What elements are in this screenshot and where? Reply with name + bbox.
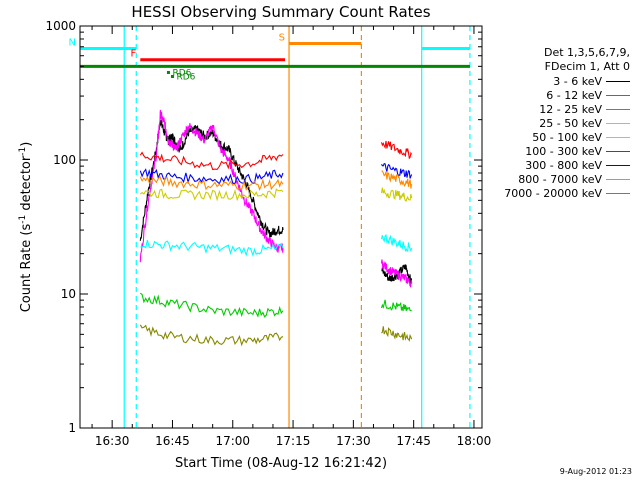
flag-bar-label: S: [279, 33, 285, 44]
timestamp-stamp: 9-Aug-2012 01:23: [559, 467, 632, 476]
legend-entry-label: 100 - 300 keV: [525, 145, 602, 159]
rd6-marker-label: RD6: [176, 72, 195, 82]
series-line-2: [380, 299, 412, 312]
series-line-3: [140, 239, 284, 258]
legend-entry: 300 - 800 keV: [476, 159, 636, 173]
legend-entries: 3 - 6 keV 6 - 12 keV 12 - 25 keV 25 - 50 ke…: [476, 74, 636, 201]
legend-entry: 6 - 12 keV: [476, 88, 636, 102]
y-axis-label-part: detector: [19, 155, 34, 215]
series-line-3: [380, 233, 413, 253]
y-axis-label: Count Rate (s-1 detector-1): [18, 142, 34, 313]
legend-entry-label: 300 - 800 keV: [525, 159, 602, 173]
x-tick-label: 16:45: [155, 434, 190, 448]
legend-entry: 7000 - 20000 keV: [476, 187, 636, 201]
x-tick-label: 16:30: [95, 434, 130, 448]
series-line-5: [139, 151, 284, 171]
legend-entry-swatch: [606, 193, 630, 195]
series-line-5: [380, 140, 413, 160]
axes-layer: 1 10 100 1000 16:30 16:45 17:00 17:15 17:30 17:45…: [45, 19, 491, 448]
legend-entry-label: 3 - 6 keV: [553, 74, 602, 88]
series-line-1: [380, 259, 413, 288]
series-line-8: [381, 326, 413, 342]
y-tick-label: 1: [68, 421, 76, 435]
x-tick-label: 18:00: [457, 434, 492, 448]
legend-entry: 100 - 300 keV: [476, 144, 636, 158]
series-line-8: [139, 324, 284, 347]
x-tick-label: 17:00: [215, 434, 250, 448]
chart-title: HESSI Observing Summary Count Rates: [131, 3, 430, 21]
legend-entry: 12 - 25 keV: [476, 102, 636, 116]
legend-entry: 25 - 50 keV: [476, 116, 636, 130]
legend: Det 1,3,5,6,7,9, FDecim 1, Att 0 3 - 6 k…: [476, 46, 636, 201]
y-axis-label-part: Count Rate (s: [19, 224, 34, 313]
y-tick-label: 100: [53, 153, 76, 167]
legend-entry-label: 7000 - 20000 keV: [504, 187, 602, 201]
legend-entry-swatch: [606, 108, 630, 110]
legend-entry-label: 50 - 100 keV: [532, 130, 602, 144]
y-tick-label: 10: [61, 287, 76, 301]
series-line-1: [139, 109, 284, 263]
legend-entry: 800 - 7000 keV: [476, 173, 636, 187]
legend-entry-label: 25 - 50 keV: [539, 116, 602, 130]
flag-bar-label: N: [69, 37, 76, 48]
legend-entry-label: 12 - 25 keV: [539, 102, 602, 116]
legend-entry-label: 800 - 7000 keV: [518, 173, 602, 187]
legend-entry-swatch: [606, 179, 630, 181]
legend-entry-swatch: [606, 136, 630, 138]
series-line-4: [380, 187, 413, 202]
series-line-7: [381, 170, 413, 189]
legend-entry-swatch: [606, 80, 630, 82]
x-axis-label: Start Time (08-Aug-12 16:21:42): [175, 456, 387, 471]
series-line-7: [139, 175, 284, 191]
y-axis-label-sup: -1: [18, 147, 28, 156]
legend-header-line-2: FDecim 1, Att 0: [544, 60, 630, 73]
series-line-4: [139, 188, 284, 202]
x-tick-label: 17:30: [336, 434, 371, 448]
legend-entry: 50 - 100 keV: [476, 130, 636, 144]
rd6-marker: [170, 74, 174, 78]
legend-entry-swatch: [606, 122, 630, 124]
legend-entry-swatch: [606, 165, 630, 167]
legend-header-line-1: Det 1,3,5,6,7,9,: [543, 46, 630, 59]
rd6-marker: [166, 70, 170, 74]
flag-bar-label: F: [131, 49, 137, 60]
y-axis-label-part: ): [19, 142, 34, 147]
series-line-6: [139, 168, 284, 185]
legend-entry-swatch: [606, 151, 630, 153]
x-tick-label: 17:15: [276, 434, 311, 448]
plot-frame: [79, 25, 483, 429]
y-tick-label: 1000: [45, 19, 76, 33]
legend-entry-swatch: [606, 94, 630, 96]
rd6-marker-label: RD6: [172, 68, 191, 78]
series-line-6: [381, 162, 413, 179]
legend-entry: 3 - 6 keV: [476, 74, 636, 88]
series-line-2: [139, 292, 284, 318]
x-tick-label: 17:45: [396, 434, 431, 448]
legend-entry-label: 6 - 12 keV: [546, 88, 602, 102]
y-axis-label-sup: -1: [18, 215, 28, 224]
